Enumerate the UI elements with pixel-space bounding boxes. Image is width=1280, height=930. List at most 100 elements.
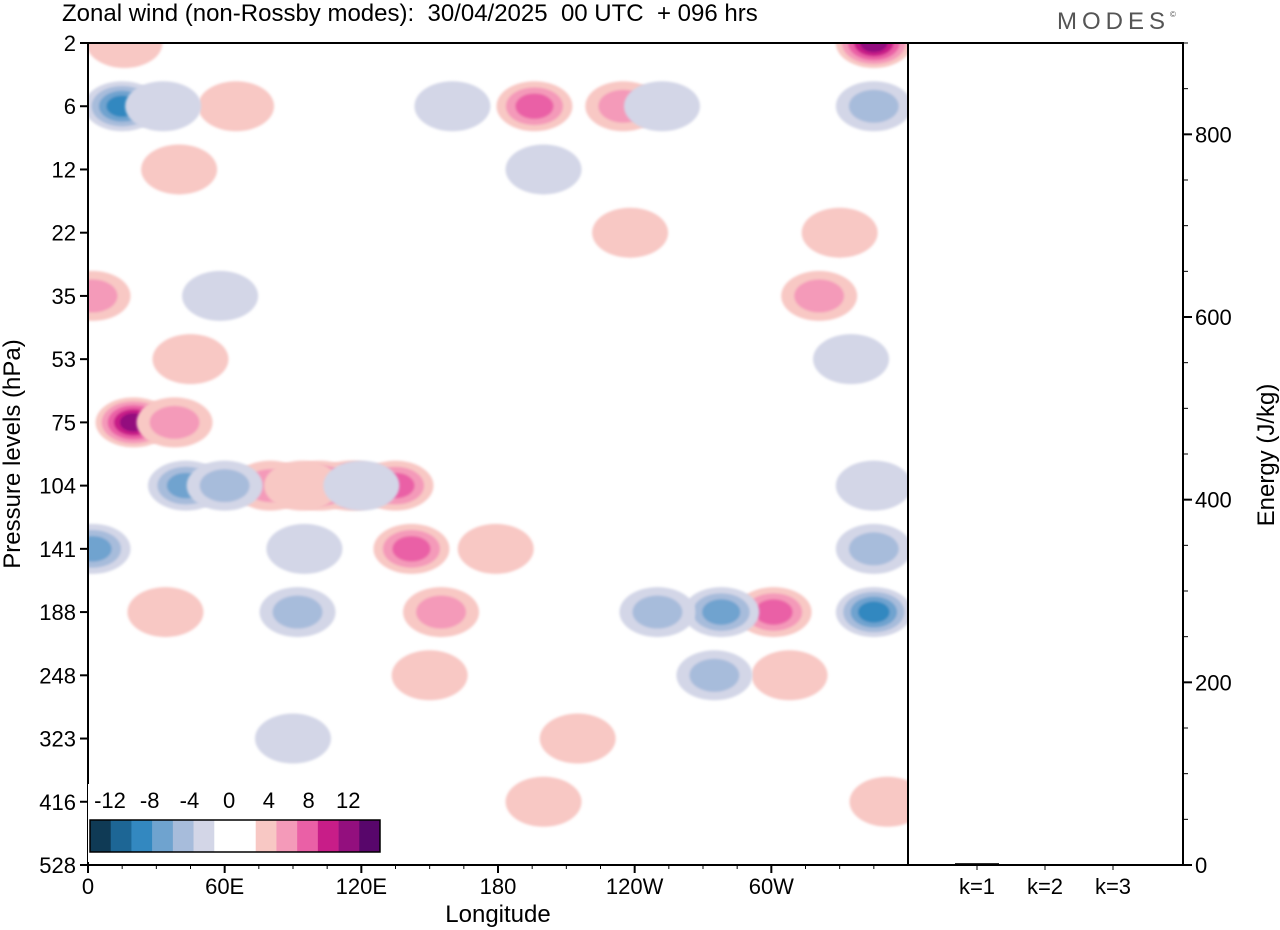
wind-contour-shell	[592, 207, 669, 258]
wind-anomaly-42	[676, 650, 753, 701]
energy-tick-label: 800	[1195, 122, 1232, 147]
energy-category-label: k=1	[959, 874, 995, 899]
wind-contour-shell	[414, 81, 491, 132]
wind-anomaly-4	[373, 523, 450, 574]
wind-anomaly-40	[683, 587, 760, 638]
wind-anomaly-46	[813, 334, 890, 385]
brand-mark: ©	[1170, 10, 1176, 19]
y-tick-label: 141	[39, 537, 76, 562]
wind-contour-shell	[125, 81, 202, 132]
wind-anomaly-11	[88, 270, 131, 321]
wind-contour-shell	[272, 595, 323, 629]
wind-contour-shell	[848, 89, 899, 123]
wind-contour-shell	[848, 532, 899, 566]
brand-text: MODES	[1057, 8, 1171, 35]
y-tick-label: 528	[39, 853, 76, 878]
modes-logo: MODES©	[1057, 8, 1176, 36]
wind-anomaly-30	[88, 523, 131, 574]
wind-contour-shell	[182, 270, 259, 321]
y-axis-title: Pressure levels (hPa)	[0, 339, 26, 568]
colorbar-swatch	[90, 820, 112, 852]
y-tick-label: 104	[39, 474, 76, 499]
wind-contour-shell	[849, 776, 908, 827]
y-tick-label: 2	[64, 31, 76, 56]
wind-anomaly-16	[801, 207, 878, 258]
wind-anomaly-45	[505, 144, 582, 195]
y-tick-label: 416	[39, 790, 76, 815]
heatmap-field	[88, 43, 908, 827]
energy-axis-title: Energy (J/kg)	[1253, 384, 1280, 527]
wind-anomaly-43	[259, 587, 336, 638]
wind-contour-shell	[255, 713, 331, 764]
colorbar-label: 0	[223, 788, 235, 813]
wind-anomaly-47	[255, 713, 331, 764]
wind-contour-shell	[88, 279, 118, 313]
wind-contour-shell	[689, 658, 740, 692]
y-axis-ticks: 2 6 12 22 35 53 75 104 141 188 248 323 416 528	[39, 31, 88, 878]
wind-contour-shell	[199, 469, 250, 503]
wind-anomaly-34	[125, 81, 202, 132]
x-tick-label: 60E	[205, 874, 244, 899]
energy-bar-k=2	[1023, 864, 1067, 865]
wind-anomaly-31	[186, 460, 263, 511]
colorbar-label: -4	[180, 788, 200, 813]
wind-contour-shell	[702, 599, 741, 625]
colorbar-swatch	[152, 820, 174, 852]
wind-anomaly-6	[391, 650, 468, 701]
wind-anomaly-7	[457, 523, 534, 574]
wind-contour-shell	[860, 43, 888, 53]
wind-anomaly-36	[835, 81, 908, 132]
colorbar-label: 4	[263, 788, 275, 813]
y-tick-label: 188	[39, 600, 76, 625]
wind-contour-shell	[505, 144, 582, 195]
wind-contour-shell	[539, 713, 616, 764]
x-tick-label: 120W	[606, 874, 664, 899]
heatmap-background	[88, 43, 908, 865]
wind-contour-shell	[127, 587, 204, 638]
wind-contour-shell	[198, 81, 275, 132]
wind-contour-shell	[754, 599, 793, 625]
wind-anomaly-15	[835, 43, 908, 68]
y-tick-label: 12	[52, 157, 76, 182]
wind-contour-shell	[624, 81, 700, 132]
x-tick-label: 180	[480, 874, 517, 899]
x-tick-label: 60W	[749, 874, 794, 899]
wind-contour-shell	[794, 279, 845, 313]
colorbar-swatch	[131, 820, 153, 852]
energy-category-label: k=2	[1027, 874, 1063, 899]
y-tick-label: 35	[52, 284, 76, 309]
wind-anomaly-38	[835, 523, 908, 574]
wind-anomaly-19	[751, 650, 828, 701]
wind-contour-shell	[858, 601, 890, 623]
colorbar-swatch	[172, 820, 194, 852]
wind-anomaly-32	[323, 460, 400, 511]
colorbar-swatch	[235, 820, 257, 852]
y-tick-label: 22	[52, 221, 76, 246]
energy-bar-k=3	[1091, 864, 1135, 865]
x-tick-label: 120E	[336, 874, 387, 899]
wind-contour-shell	[141, 144, 218, 195]
colorbar-swatch	[110, 820, 132, 852]
wind-contour-shell	[813, 334, 890, 385]
wind-anomaly-26	[141, 144, 218, 195]
colorbar-label: 8	[302, 788, 314, 813]
colorbar-swatch	[276, 820, 298, 852]
wind-contour-shell	[323, 460, 400, 511]
wind-anomaly-17	[781, 270, 858, 321]
energy-tick-label: 0	[1195, 853, 1207, 878]
colorbar-swatch	[193, 820, 215, 852]
colorbar-frame	[89, 819, 381, 853]
wind-anomaly-20	[539, 713, 616, 764]
wind-contour-shell	[392, 536, 431, 562]
wind-contour-shell	[515, 93, 554, 120]
wind-anomaly-18	[735, 587, 812, 638]
colorbar-label: 12	[336, 788, 360, 813]
x-axis-title: Longitude	[445, 901, 550, 928]
wind-anomaly-14	[592, 207, 669, 258]
wind-contour-shell	[266, 523, 343, 574]
wind-contour-shell	[457, 523, 534, 574]
wind-anomaly-48	[624, 81, 700, 132]
wind-contour-shell	[751, 650, 828, 701]
wind-contour-shell	[835, 460, 908, 511]
